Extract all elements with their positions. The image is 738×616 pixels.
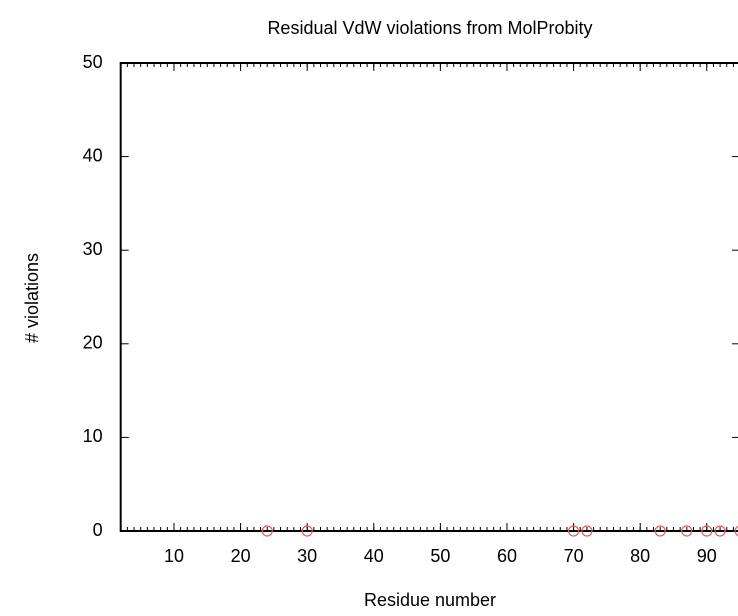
data-point — [734, 525, 738, 537]
y-tick-label: 10 — [83, 426, 103, 446]
data-point — [714, 525, 726, 537]
x-tick-label: 10 — [164, 546, 184, 566]
data-point — [301, 525, 313, 537]
data-point — [701, 525, 713, 537]
y-tick-label: 30 — [83, 239, 103, 259]
x-tick-label: 20 — [231, 546, 251, 566]
y-axis-label: # violations — [22, 253, 42, 343]
x-tick-label: 90 — [697, 546, 717, 566]
data-point — [261, 525, 273, 537]
y-tick-label: 40 — [83, 145, 103, 165]
x-tick-label: 60 — [497, 546, 517, 566]
x-tick-label: 30 — [297, 546, 317, 566]
chart-title: Residual VdW violations from MolProbity — [267, 18, 592, 38]
data-point — [654, 525, 666, 537]
data-point — [681, 525, 693, 537]
data-point — [581, 525, 593, 537]
plot-frame — [119, 62, 738, 532]
y-tick-label: 0 — [93, 520, 103, 540]
x-tick-label: 80 — [630, 546, 650, 566]
y-tick-label: 20 — [83, 333, 103, 353]
x-tick-label: 40 — [364, 546, 384, 566]
y-tick-label: 50 — [83, 52, 103, 72]
x-axis-label: Residue number — [364, 590, 496, 610]
data-point — [567, 525, 580, 537]
x-tick-label: 70 — [564, 546, 584, 566]
x-tick-label: 50 — [430, 546, 450, 566]
